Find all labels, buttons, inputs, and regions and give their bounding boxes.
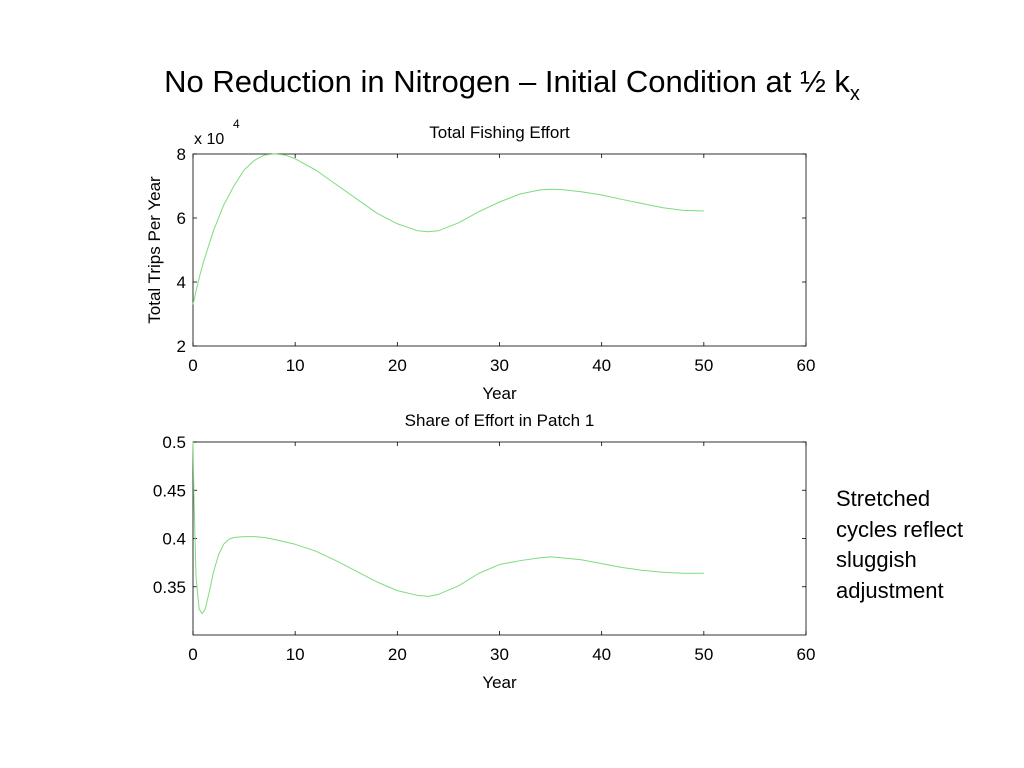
y-tick-label: 8 (177, 145, 186, 164)
x-axis-label: Year (482, 673, 517, 692)
annotation-line-2: cycles reflect (836, 516, 964, 542)
slide-title: No Reduction in Nitrogen – Initial Condi… (0, 62, 1024, 106)
annotation-text: Stretched cycles reflect sluggish adjust… (836, 484, 1006, 606)
x-tick-label: 40 (592, 645, 611, 664)
x-tick-label: 40 (592, 356, 611, 375)
x-tick-label: 50 (694, 645, 713, 664)
x-tick-label: 10 (286, 645, 305, 664)
x-tick-label: 10 (286, 356, 305, 375)
patch-share-chart: 0 10 20 30 40 50 60 0.35 0.4 0.45 0.5 Share of Effo… (153, 411, 816, 692)
plot-frame (192, 441, 807, 636)
chart-title: Share of Effort in Patch 1 (405, 411, 595, 430)
exponent-label: x 10 (194, 131, 224, 148)
x-tick-label: 0 (188, 645, 197, 664)
annotation-line-1: Stretched (836, 486, 931, 511)
annotation-line-3: sluggish (836, 547, 917, 572)
x-axis-label: Year (482, 384, 517, 403)
x-tick-label: 0 (188, 356, 197, 375)
series-line (192, 441, 704, 615)
exponent-power: 4 (233, 117, 240, 131)
series-line (192, 153, 704, 305)
x-tick-label: 30 (490, 356, 509, 375)
slide-title-text: No Reduction in Nitrogen – Initial Condi… (164, 64, 850, 99)
y-tick-label: 6 (177, 209, 186, 228)
x-tick-label: 30 (490, 645, 509, 664)
x-tick-label: 50 (694, 356, 713, 375)
y-tick-label: 0.4 (162, 530, 186, 549)
y-tick-label: 0.45 (153, 481, 186, 500)
x-tick-label: 60 (797, 356, 816, 375)
x-tick-label: 20 (388, 356, 407, 375)
fishing-effort-chart: 0 10 20 30 40 50 60 2 4 6 8 Total Fishing Effort Yea… (145, 117, 815, 403)
y-axis-label: Total Trips Per Year (145, 176, 164, 324)
y-tick-label: 0.5 (162, 433, 186, 452)
plot-frame (192, 153, 807, 347)
x-tick-label: 20 (388, 645, 407, 664)
annotation-line-4: adjustment (836, 577, 944, 603)
slide-title-subscript: x (849, 83, 860, 105)
x-tick-label: 60 (797, 645, 816, 664)
y-tick-label: 4 (177, 273, 186, 292)
y-tick-label: 2 (177, 337, 186, 356)
chart-title: Total Fishing Effort (429, 123, 570, 142)
y-tick-label: 0.35 (153, 578, 186, 597)
